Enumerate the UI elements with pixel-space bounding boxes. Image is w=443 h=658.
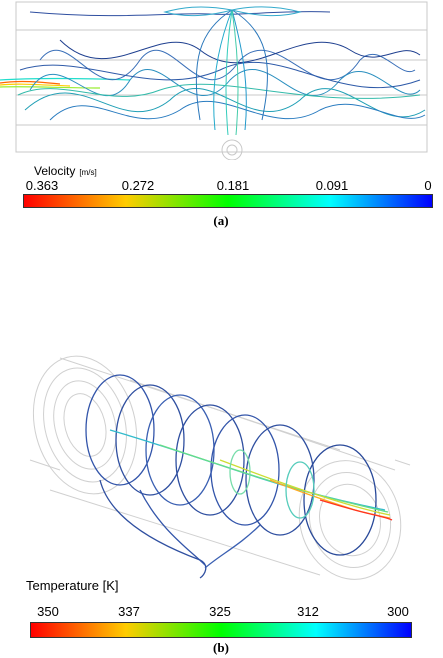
temperature-tick-1: 337 [118,604,140,619]
velocity-colorbar [23,194,433,208]
velocity-tick-4: 0 [424,178,432,193]
main-streamlines [17,11,426,121]
velocity-streamline-view [0,1,428,160]
vessel-wireframe [29,355,411,580]
velocity-tick-0: 0.363 [25,178,59,193]
figure-panel-b: Temperature [K] 350 337 325 312 300 (b) [0,340,443,658]
temperature-tick-3: 312 [297,604,319,619]
temperature-tick-0: 350 [37,604,59,619]
temperature-legend-title: Temperature [K] [26,578,119,593]
figure-panel-a: Velocity [m/s] 0.363 0.272 0.181 0.091 0 … [0,0,443,235]
helical-streamlines [85,374,377,579]
temperature-colorbar [30,622,412,638]
velocity-tick-2: 0.181 [216,178,250,193]
velocity-tick-1: 0.272 [121,178,155,193]
temperature-tick-2: 325 [209,604,231,619]
velocity-tick-3: 0.091 [315,178,349,193]
hot-core-streamlines [109,429,393,521]
velocity-legend-title: Velocity [m/s] [34,164,97,178]
vessel-outline [15,1,428,160]
caption-a: (a) [213,213,229,228]
temperature-streamline-view [29,355,411,580]
outlet-plume [163,6,302,136]
temperature-tick-4: 300 [387,604,409,619]
caption-b: (b) [213,640,229,655]
